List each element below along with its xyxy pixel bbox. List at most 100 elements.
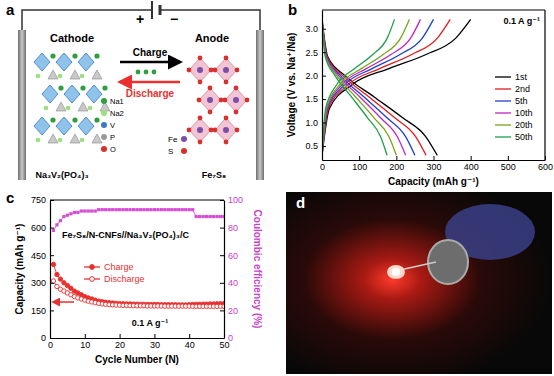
tick: 80 — [220, 223, 238, 233]
tetrahedron — [92, 70, 102, 79]
marker — [51, 279, 55, 283]
tick-label: 200 — [389, 162, 404, 172]
atom — [208, 86, 213, 91]
marker — [128, 208, 131, 211]
atom — [213, 68, 218, 73]
annotation: 0.1 A g⁻¹ — [503, 16, 540, 26]
tick-label: 1.5 — [305, 94, 318, 104]
atom — [233, 97, 239, 103]
atom — [224, 116, 229, 121]
tick-mark — [220, 200, 224, 201]
octahedron — [64, 85, 80, 103]
negative-sign: − — [170, 11, 178, 27]
marker — [59, 219, 62, 222]
tick-label: 100 — [352, 162, 367, 172]
tick: 40 — [185, 334, 195, 350]
axis-pointer — [53, 301, 74, 303]
atom — [187, 128, 192, 133]
tick-label: 40 — [228, 278, 238, 288]
tick-label: 0 — [228, 333, 233, 343]
atom — [207, 97, 213, 103]
panel-label: b — [288, 1, 297, 18]
tick: 2.5 — [305, 48, 326, 58]
octahedron — [86, 85, 102, 103]
marker — [174, 208, 177, 211]
positive-sign: + — [136, 11, 144, 27]
atom — [224, 80, 229, 85]
tick: 100 — [220, 195, 243, 205]
atom — [245, 98, 250, 103]
atom — [80, 85, 85, 90]
tetrahedron — [70, 70, 80, 79]
ion — [144, 70, 149, 75]
marker — [163, 208, 166, 211]
charge-arrow — [120, 61, 180, 64]
frame — [50, 199, 224, 200]
atom — [94, 53, 99, 58]
tick-label: 300 — [31, 278, 46, 288]
tick-label: 0 — [48, 340, 53, 350]
tick-mark — [220, 283, 224, 284]
legend-atom — [101, 146, 107, 152]
tick-mark — [359, 156, 360, 160]
plot-area — [51, 208, 224, 308]
tick: 150 — [31, 306, 54, 316]
tick-mark — [220, 310, 224, 311]
axis-left: 0150300450600750 — [31, 195, 54, 343]
atom — [66, 106, 71, 111]
led-core — [392, 268, 400, 276]
figure: +−CathodeAnodeNa1Na2VPONa₃V₂(PO₄)₃FeSFe₇… — [0, 0, 554, 376]
atom — [224, 140, 229, 145]
marker — [69, 212, 72, 215]
x-axis-title: Capacity (mAh g⁻¹) — [388, 176, 479, 187]
marker — [52, 229, 55, 232]
marker — [115, 208, 118, 211]
marker — [76, 211, 79, 214]
legend-label: 20th — [515, 120, 533, 130]
tick-mark — [322, 76, 326, 77]
tick-mark — [322, 52, 326, 53]
tick-mark — [50, 338, 54, 339]
marker — [222, 215, 224, 218]
marker — [58, 277, 62, 281]
legend-swatch — [495, 112, 511, 113]
tick: 400 — [464, 156, 479, 172]
wire — [22, 10, 260, 30]
panel-a: +−CathodeAnodeNa1Na2VPONa₃V₂(PO₄)₃FeSFe₇… — [18, 1, 264, 180]
atom — [198, 140, 203, 145]
marker — [156, 208, 159, 211]
tick: 450 — [31, 251, 54, 261]
marker — [212, 215, 215, 218]
tick: 30 — [150, 334, 160, 350]
axis-line — [51, 338, 225, 339]
atom — [223, 98, 228, 103]
legend-swatch — [495, 88, 511, 89]
legend-label: S — [168, 147, 173, 156]
atom — [50, 53, 55, 58]
tick-label: 2.0 — [305, 71, 318, 81]
tick: 600 — [31, 223, 54, 233]
anode-label: Anode — [195, 32, 229, 44]
cathode-crystal — [34, 53, 110, 143]
marker — [135, 208, 138, 211]
marker — [181, 208, 184, 211]
panel-label: a — [6, 1, 15, 18]
atom — [102, 85, 107, 90]
tick-label: 450 — [31, 251, 46, 261]
marker — [149, 208, 152, 211]
tick-mark — [434, 156, 435, 160]
atom — [213, 128, 218, 133]
charge-label: Charge — [133, 47, 168, 58]
legend-swatch — [495, 136, 511, 137]
marker — [55, 223, 58, 226]
tick: 1.0 — [305, 118, 326, 128]
atom — [198, 56, 203, 61]
polyhedron — [215, 118, 237, 142]
atom — [36, 138, 41, 143]
marker — [139, 208, 142, 211]
polyhedron — [215, 58, 237, 82]
tick: 300 — [426, 156, 441, 172]
atom — [58, 74, 63, 79]
frame — [322, 9, 545, 10]
marker — [66, 214, 69, 217]
